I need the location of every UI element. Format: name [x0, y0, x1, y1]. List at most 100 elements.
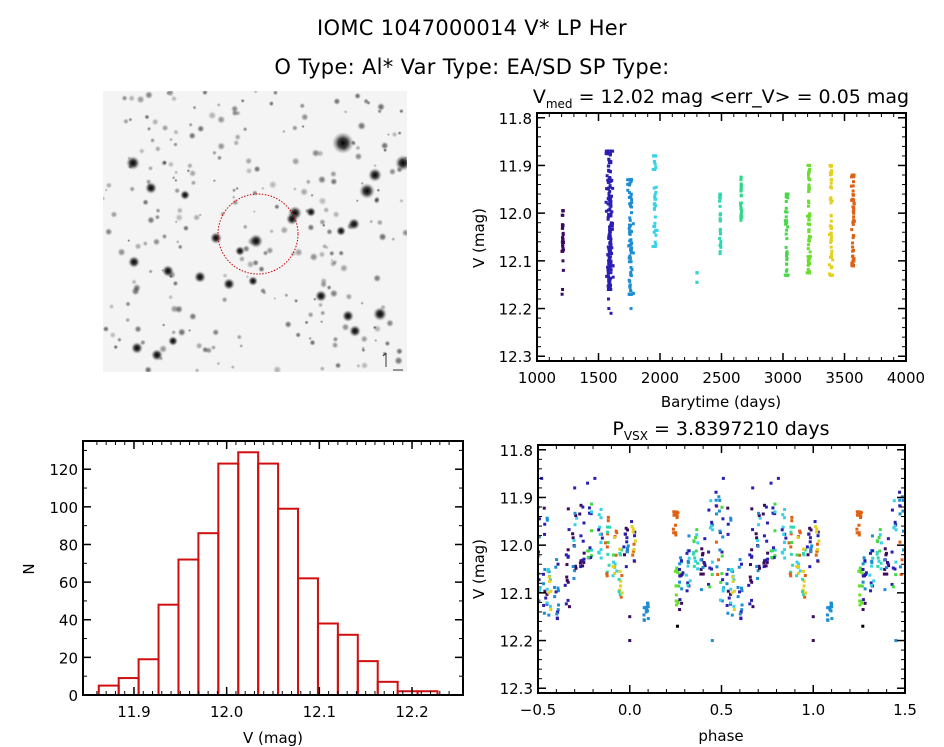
data-point — [629, 260, 633, 264]
data-point — [630, 241, 634, 245]
data-point — [578, 561, 582, 565]
data-point — [653, 221, 657, 225]
timeseries-ytick-label: 12.3 — [499, 348, 532, 366]
bright-star — [349, 325, 361, 337]
data-point — [829, 181, 833, 185]
histogram-frame — [82, 440, 464, 696]
data-point — [560, 213, 564, 217]
faint-star — [187, 328, 192, 333]
data-point — [676, 570, 680, 574]
data-point — [608, 287, 612, 291]
title-rest: = 12.02 mag <err_V> = 0.05 mag — [573, 86, 910, 108]
data-point — [809, 235, 813, 239]
data-point — [856, 513, 860, 517]
data-point — [726, 567, 730, 571]
data-point — [894, 528, 898, 532]
data-point — [789, 530, 793, 534]
data-point — [652, 186, 656, 190]
data-point — [901, 529, 905, 533]
faint-star — [253, 91, 258, 94]
data-point — [567, 605, 571, 609]
data-point — [739, 586, 743, 590]
faint-star — [121, 94, 128, 102]
data-point — [574, 513, 578, 517]
faint-star — [397, 130, 402, 136]
data-point — [789, 552, 793, 556]
data-point — [629, 238, 633, 242]
data-point — [828, 255, 832, 259]
faint-star — [116, 337, 122, 343]
faint-star — [195, 342, 203, 350]
faint-star — [242, 126, 248, 132]
faint-star — [373, 197, 380, 204]
bright-star — [249, 234, 263, 248]
data-point — [725, 582, 729, 586]
data-point — [830, 235, 834, 239]
faint-star — [117, 247, 126, 257]
data-point — [784, 215, 788, 219]
phased-xtick-label: −0.5 — [520, 701, 556, 719]
data-point — [633, 534, 637, 538]
data-point — [619, 584, 623, 588]
faint-star — [154, 145, 162, 153]
data-point — [651, 245, 655, 249]
data-point — [739, 207, 743, 211]
data-point — [611, 564, 615, 568]
bright-star — [336, 226, 346, 236]
data-point — [626, 188, 630, 192]
data-point — [606, 297, 610, 301]
data-point — [831, 258, 835, 262]
data-point — [829, 239, 833, 243]
data-point — [736, 585, 740, 589]
data-point — [607, 194, 611, 198]
faint-star — [144, 365, 153, 372]
data-point — [589, 556, 593, 560]
phased-title: PVSX = 3.8397210 days — [612, 418, 829, 443]
data-point — [860, 601, 864, 605]
faint-star — [245, 274, 250, 279]
timeseries-xtick-label: 3000 — [764, 369, 802, 387]
data-point — [623, 553, 627, 557]
data-point — [608, 201, 612, 205]
data-point — [720, 572, 724, 576]
data-point — [561, 237, 565, 241]
data-point — [725, 603, 729, 607]
data-point — [861, 580, 865, 584]
data-point — [606, 269, 610, 273]
data-point — [883, 558, 887, 562]
data-point — [851, 193, 855, 197]
data-point — [607, 247, 611, 251]
data-point — [758, 516, 762, 520]
data-point — [730, 591, 734, 595]
data-point — [795, 574, 799, 578]
timeseries-ytick-label: 11.9 — [499, 157, 532, 175]
faint-star — [174, 178, 178, 183]
data-point — [607, 198, 611, 202]
faint-star — [329, 177, 338, 186]
data-point — [830, 617, 834, 621]
faint-star — [378, 232, 387, 242]
data-point — [547, 575, 551, 579]
data-point — [677, 572, 681, 576]
data-point — [852, 219, 856, 223]
data-point — [757, 511, 761, 515]
data-point — [686, 564, 690, 568]
data-point — [718, 244, 722, 248]
data-point — [549, 608, 553, 612]
data-point — [626, 528, 630, 532]
faint-star — [231, 199, 239, 206]
data-point — [701, 565, 705, 569]
data-point — [631, 291, 635, 295]
data-point — [613, 562, 617, 566]
data-point — [806, 255, 810, 259]
data-point — [708, 526, 712, 530]
histogram-ytick-label: 80 — [59, 536, 78, 554]
data-point — [608, 264, 612, 268]
data-point — [580, 558, 584, 562]
data-point — [612, 560, 616, 564]
data-point — [852, 215, 856, 219]
faint-star — [258, 265, 265, 273]
data-point — [725, 572, 729, 576]
data-point — [615, 569, 619, 573]
data-point — [606, 519, 610, 523]
